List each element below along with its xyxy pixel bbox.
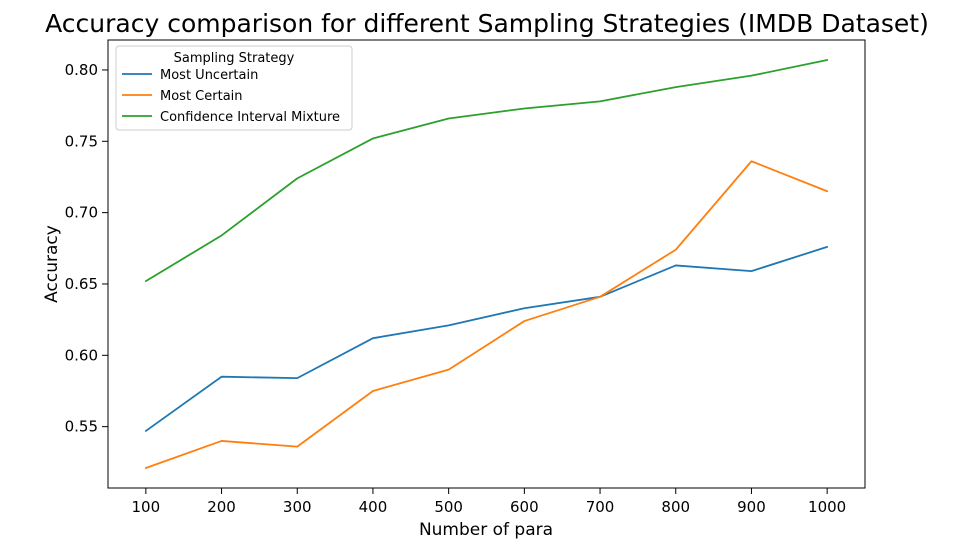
x-tick-label: 300 (283, 498, 312, 516)
y-axis-label: Accuracy (42, 225, 62, 303)
y-tick-label: 0.65 (65, 275, 98, 293)
chart-title: Accuracy comparison for different Sampli… (45, 9, 929, 38)
y-tick-label: 0.75 (65, 132, 98, 150)
series-layer (144, 59, 829, 469)
x-tick-label: 800 (661, 498, 690, 516)
series-line-confidence-interval-mixture (144, 59, 829, 283)
legend-box (115, 45, 353, 131)
y-tick-label: 0.60 (65, 346, 98, 364)
x-tick-label: 1000 (808, 498, 846, 516)
x-tick-label: 600 (510, 498, 539, 516)
legend-entry-label: Most Uncertain (160, 68, 258, 83)
x-tick-label: 500 (434, 498, 463, 516)
y-tick-label: 0.55 (65, 418, 98, 436)
plot-area-frame (107, 39, 866, 489)
y-axis: 0.55 0.60 0.65 0.70 0.75 0.80 (65, 61, 108, 436)
legend: Sampling Strategy Most Uncertain Most Cer… (115, 45, 353, 131)
x-axis-label: Number of para (419, 520, 553, 540)
legend-title: Sampling Strategy (174, 51, 295, 66)
y-tick-label: 0.70 (65, 204, 98, 222)
x-tick-label: 400 (359, 498, 388, 516)
series-line-most-certain (144, 160, 829, 469)
x-tick-label: 900 (737, 498, 766, 516)
x-tick-label: 200 (207, 498, 236, 516)
x-tick-label: 100 (132, 498, 161, 516)
series-line-most-uncertain (144, 245, 829, 432)
x-axis: 100 200 300 400 500 600 700 800 900 1000 (132, 488, 846, 516)
legend-entry-label: Confidence Interval Mixture (160, 110, 340, 125)
x-tick-label: 700 (586, 498, 615, 516)
y-tick-label: 0.80 (65, 61, 98, 79)
legend-entry-label: Most Certain (160, 89, 243, 104)
